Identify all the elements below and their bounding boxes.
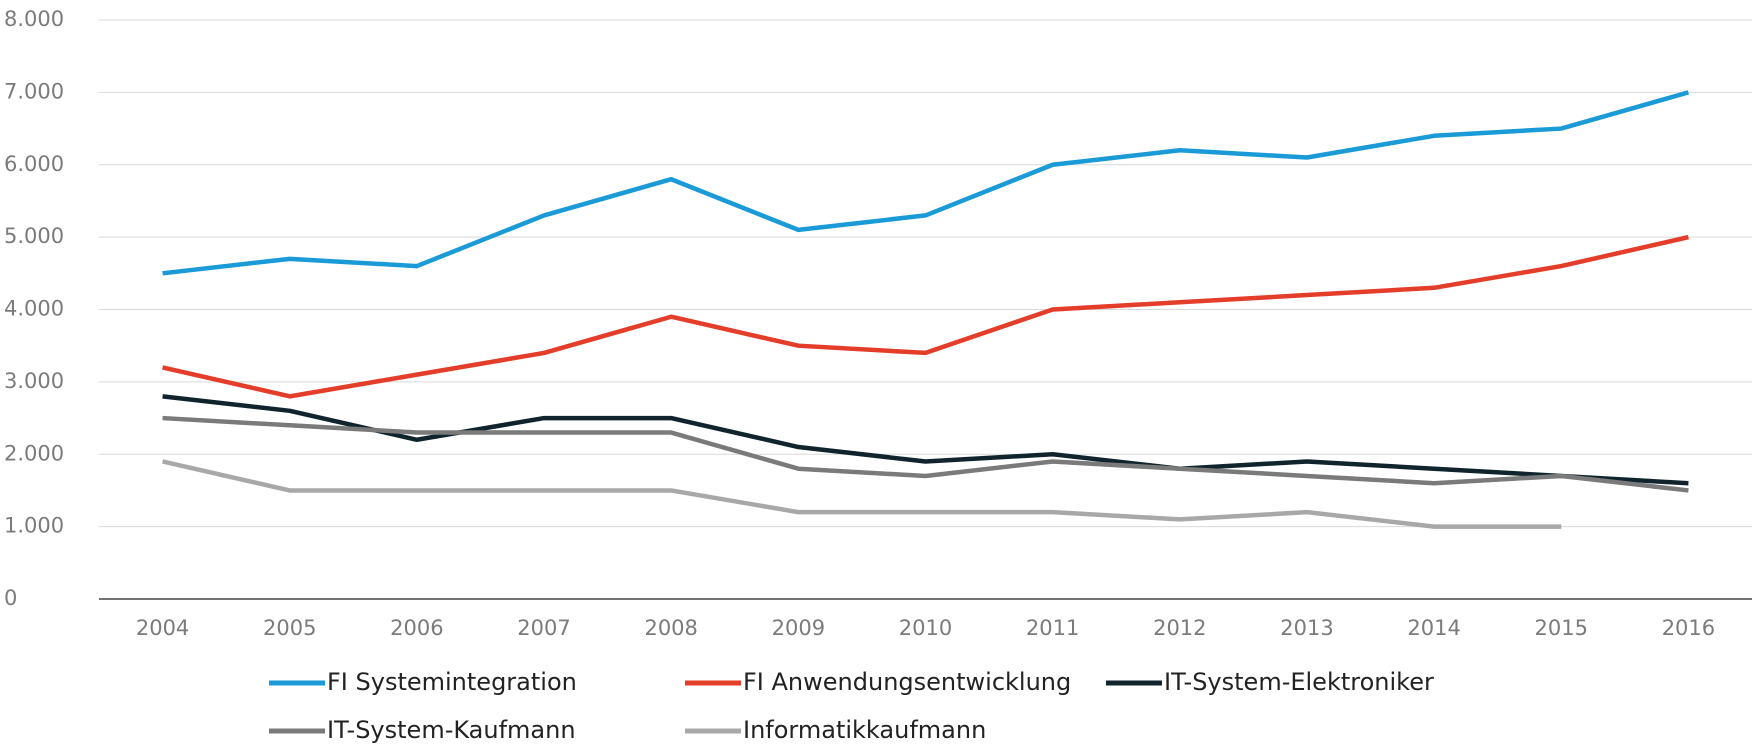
x-tick-label: 2009	[772, 616, 825, 640]
x-tick-label: 2013	[1280, 616, 1333, 640]
series-line	[162, 394, 1689, 486]
y-tick-label: 0	[4, 586, 17, 610]
x-tick-label: 2005	[263, 616, 316, 640]
x-tick-label: 2016	[1662, 616, 1715, 640]
y-tick-label: 7.000	[4, 79, 64, 103]
x-tick-label: 2008	[644, 616, 697, 640]
series-line	[162, 459, 1562, 529]
y-tick-label: 4.000	[4, 297, 64, 321]
x-tick-label: 2010	[899, 616, 952, 640]
y-tick-label: 3.000	[4, 369, 64, 393]
x-tick-label: 2007	[517, 616, 570, 640]
y-tick-label: 1.000	[4, 514, 64, 538]
x-tick-label: 2014	[1407, 616, 1460, 640]
legend-label: FI Systemintegration	[327, 668, 577, 696]
legend-label: FI Anwendungsentwicklung	[743, 668, 1071, 696]
x-tick-label: 2011	[1026, 616, 1079, 640]
legend-label: IT-System-Elektroniker	[1164, 668, 1434, 696]
series-line	[162, 234, 1689, 399]
x-tick-label: 2015	[1535, 616, 1588, 640]
series-line	[162, 415, 1689, 493]
y-tick-label: 6.000	[4, 152, 64, 176]
legend-label: IT-System-Kaufmann	[327, 716, 576, 744]
y-tick-label: 5.000	[4, 224, 64, 248]
y-tick-label: 2.000	[4, 441, 64, 465]
x-tick-label: 2004	[136, 616, 189, 640]
x-tick-label: 2006	[390, 616, 443, 640]
x-tick-label: 2012	[1153, 616, 1206, 640]
legend-label: Informatikkaufmann	[743, 716, 986, 744]
y-tick-label: 8.000	[4, 7, 64, 31]
series-line	[162, 90, 1690, 276]
